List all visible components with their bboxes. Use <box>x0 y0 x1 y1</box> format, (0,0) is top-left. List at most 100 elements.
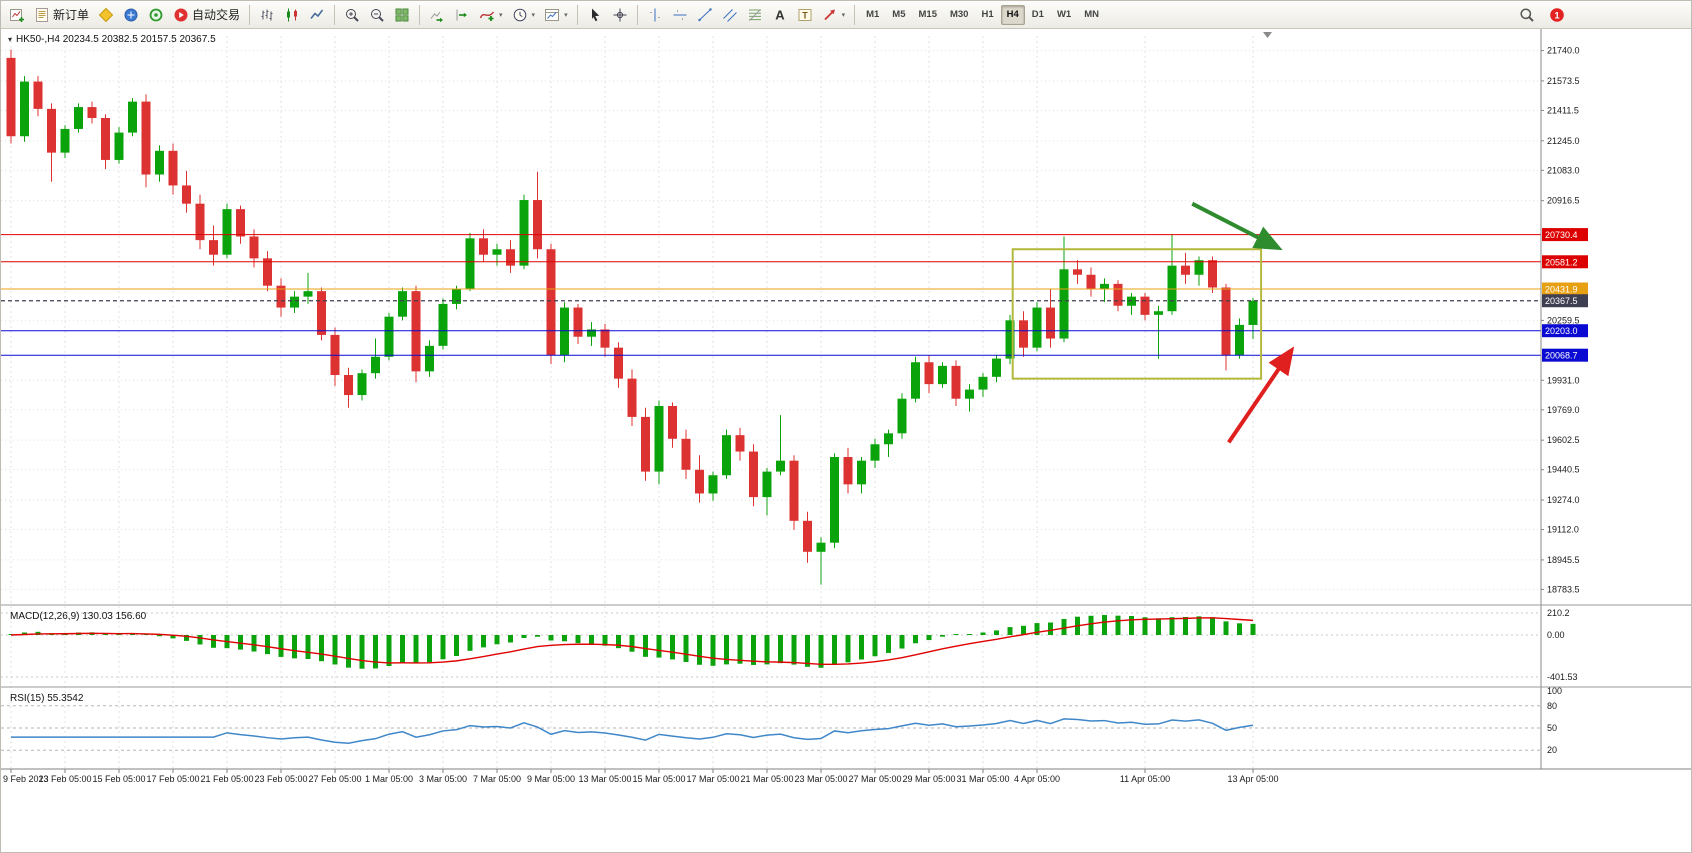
timeframe-m5-button[interactable]: M5 <box>886 5 911 25</box>
chart-title-text: HK50-,H4 20234.5 20382.5 20157.5 20367.5 <box>16 34 216 45</box>
svg-text:20259.5: 20259.5 <box>1547 315 1580 325</box>
timeframe-w1-button[interactable]: W1 <box>1051 5 1077 25</box>
price-tag: 20203.0 <box>1542 324 1588 338</box>
new-chart-button[interactable] <box>5 4 29 26</box>
timeframe-m1-button[interactable]: M1 <box>860 5 885 25</box>
chart-window[interactable]: 21740.0 21573.5 21411.5 21245.0 21083.0 20916… <box>1 29 1692 853</box>
timeframe-m15-button[interactable]: M15 <box>913 5 943 25</box>
toolbar-separator <box>576 4 578 25</box>
text-button[interactable]: A <box>768 4 792 26</box>
macd-panel: 210.2 0.00 -401.53 <box>1 608 1578 682</box>
svg-text:1: 1 <box>1554 10 1560 21</box>
templates-button[interactable]: ▾ <box>540 4 572 26</box>
search-button[interactable] <box>1515 4 1539 26</box>
data-window-icon <box>148 7 164 23</box>
svg-text:13 Mar 05:00: 13 Mar 05:00 <box>578 774 631 784</box>
svg-text:19274.0: 19274.0 <box>1547 495 1580 505</box>
consolidation-box <box>1011 248 1263 380</box>
svg-text:27 Feb 05:00: 27 Feb 05:00 <box>308 774 361 784</box>
candlestick-chart-button[interactable] <box>280 4 304 26</box>
timeframe-h1-button[interactable]: H1 <box>975 5 999 25</box>
price-tag: 20730.4 <box>1542 228 1588 242</box>
chart-shift-button[interactable] <box>450 4 474 26</box>
zoom-in-button[interactable] <box>340 4 364 26</box>
new-order-button[interactable]: 新订单 <box>30 4 93 26</box>
price-chart[interactable]: 21740.0 21573.5 21411.5 21245.0 21083.0 20916… <box>1 29 1692 853</box>
text-label-button[interactable]: T <box>793 4 817 26</box>
cursor-button[interactable] <box>583 4 607 26</box>
zoom-out-button[interactable] <box>365 4 389 26</box>
svg-text:19931.0: 19931.0 <box>1547 375 1580 385</box>
svg-text:7 Mar 05:00: 7 Mar 05:00 <box>473 774 521 784</box>
price-tag: 20581.2 <box>1542 255 1588 269</box>
arrows-button[interactable]: ▾ <box>818 4 850 26</box>
svg-text:23 Mar 05:00: 23 Mar 05:00 <box>794 774 847 784</box>
macd-indicator-label: MACD(12,26,9) 130.03 156.60 <box>10 611 147 622</box>
vertical-line-button[interactable] <box>643 4 667 26</box>
svg-text:21 Feb 05:00: 21 Feb 05:00 <box>200 774 253 784</box>
indicators-icon <box>479 7 495 23</box>
equidistant-channel-button[interactable] <box>718 4 742 26</box>
svg-text:-401.53: -401.53 <box>1547 672 1578 682</box>
price-axis: 21740.0 21573.5 21411.5 21245.0 21083.0 20916… <box>1540 29 1580 769</box>
autotrading-icon <box>173 7 189 23</box>
svg-text:80: 80 <box>1547 701 1557 711</box>
alert-icon: 1 <box>1549 7 1565 23</box>
svg-text:A: A <box>775 7 785 22</box>
fibo-icon <box>747 7 763 23</box>
toolbar-separator <box>419 4 421 25</box>
window-menu-icon[interactable]: ▾ <box>8 35 13 44</box>
autotrading-button-label: 自动交易 <box>192 8 241 22</box>
auto-scroll-button[interactable] <box>425 4 449 26</box>
fibonacci-button[interactable] <box>743 4 767 26</box>
market-watch-button[interactable] <box>119 4 143 26</box>
svg-text:21573.5: 21573.5 <box>1547 76 1580 86</box>
periods-button[interactable]: ▾ <box>508 4 540 26</box>
price-tag: 20068.7 <box>1542 348 1588 362</box>
svg-text:19769.0: 19769.0 <box>1547 405 1580 415</box>
chart-profiles-button[interactable] <box>94 4 118 26</box>
svg-text:100: 100 <box>1547 686 1562 696</box>
svg-text:3 Mar 05:00: 3 Mar 05:00 <box>419 774 467 784</box>
timeframe-mn-button[interactable]: MN <box>1078 5 1105 25</box>
svg-text:13 Apr 05:00: 13 Apr 05:00 <box>1227 774 1278 784</box>
new-order-button-label: 新订单 <box>53 8 90 22</box>
indicators-button[interactable]: ▾ <box>475 4 507 26</box>
line-chart-button[interactable] <box>305 4 329 26</box>
svg-text:23 Feb 05:00: 23 Feb 05:00 <box>254 774 307 784</box>
zoom-out-icon <box>369 7 385 23</box>
market-watch-icon <box>123 7 139 23</box>
svg-text:20581.2: 20581.2 <box>1545 257 1578 267</box>
price-level-lines <box>1 234 1541 356</box>
timeframe-d1-button[interactable]: D1 <box>1026 5 1050 25</box>
autotrading-button[interactable]: 自动交易 <box>169 4 244 26</box>
auto-scroll-icon <box>429 7 445 23</box>
trendline-button[interactable] <box>693 4 717 26</box>
tile-windows-button[interactable] <box>390 4 414 26</box>
svg-text:15 Feb 05:00: 15 Feb 05:00 <box>92 774 145 784</box>
toolbar-separator <box>636 4 638 25</box>
data-window-button[interactable] <box>144 4 168 26</box>
new-order-icon <box>34 7 50 23</box>
horizontal-line-button[interactable] <box>668 4 692 26</box>
hline-icon <box>672 7 688 23</box>
bar-chart-button[interactable] <box>255 4 279 26</box>
svg-text:20431.9: 20431.9 <box>1545 284 1578 294</box>
annotations <box>1011 201 1295 444</box>
timeframe-m30-button[interactable]: M30 <box>944 5 974 25</box>
chevron-down-icon: ▾ <box>531 11 536 19</box>
svg-text:18945.5: 18945.5 <box>1547 555 1580 565</box>
template-icon <box>544 7 560 23</box>
svg-text:20367.5: 20367.5 <box>1545 296 1578 306</box>
chart-grid <box>1 36 1541 769</box>
crosshair-button[interactable] <box>608 4 632 26</box>
svg-text:13 Feb 05:00: 13 Feb 05:00 <box>38 774 91 784</box>
down-right-trend-arrow <box>1191 201 1283 251</box>
timeframe-h4-button[interactable]: H4 <box>1000 4 1025 25</box>
zoom-in-icon <box>344 7 360 23</box>
trendline-icon <box>697 7 713 23</box>
price-tag: 20367.5 <box>1542 294 1588 308</box>
svg-text:21245.0: 21245.0 <box>1547 136 1580 146</box>
alerts-button[interactable]: 1 <box>1545 4 1569 26</box>
